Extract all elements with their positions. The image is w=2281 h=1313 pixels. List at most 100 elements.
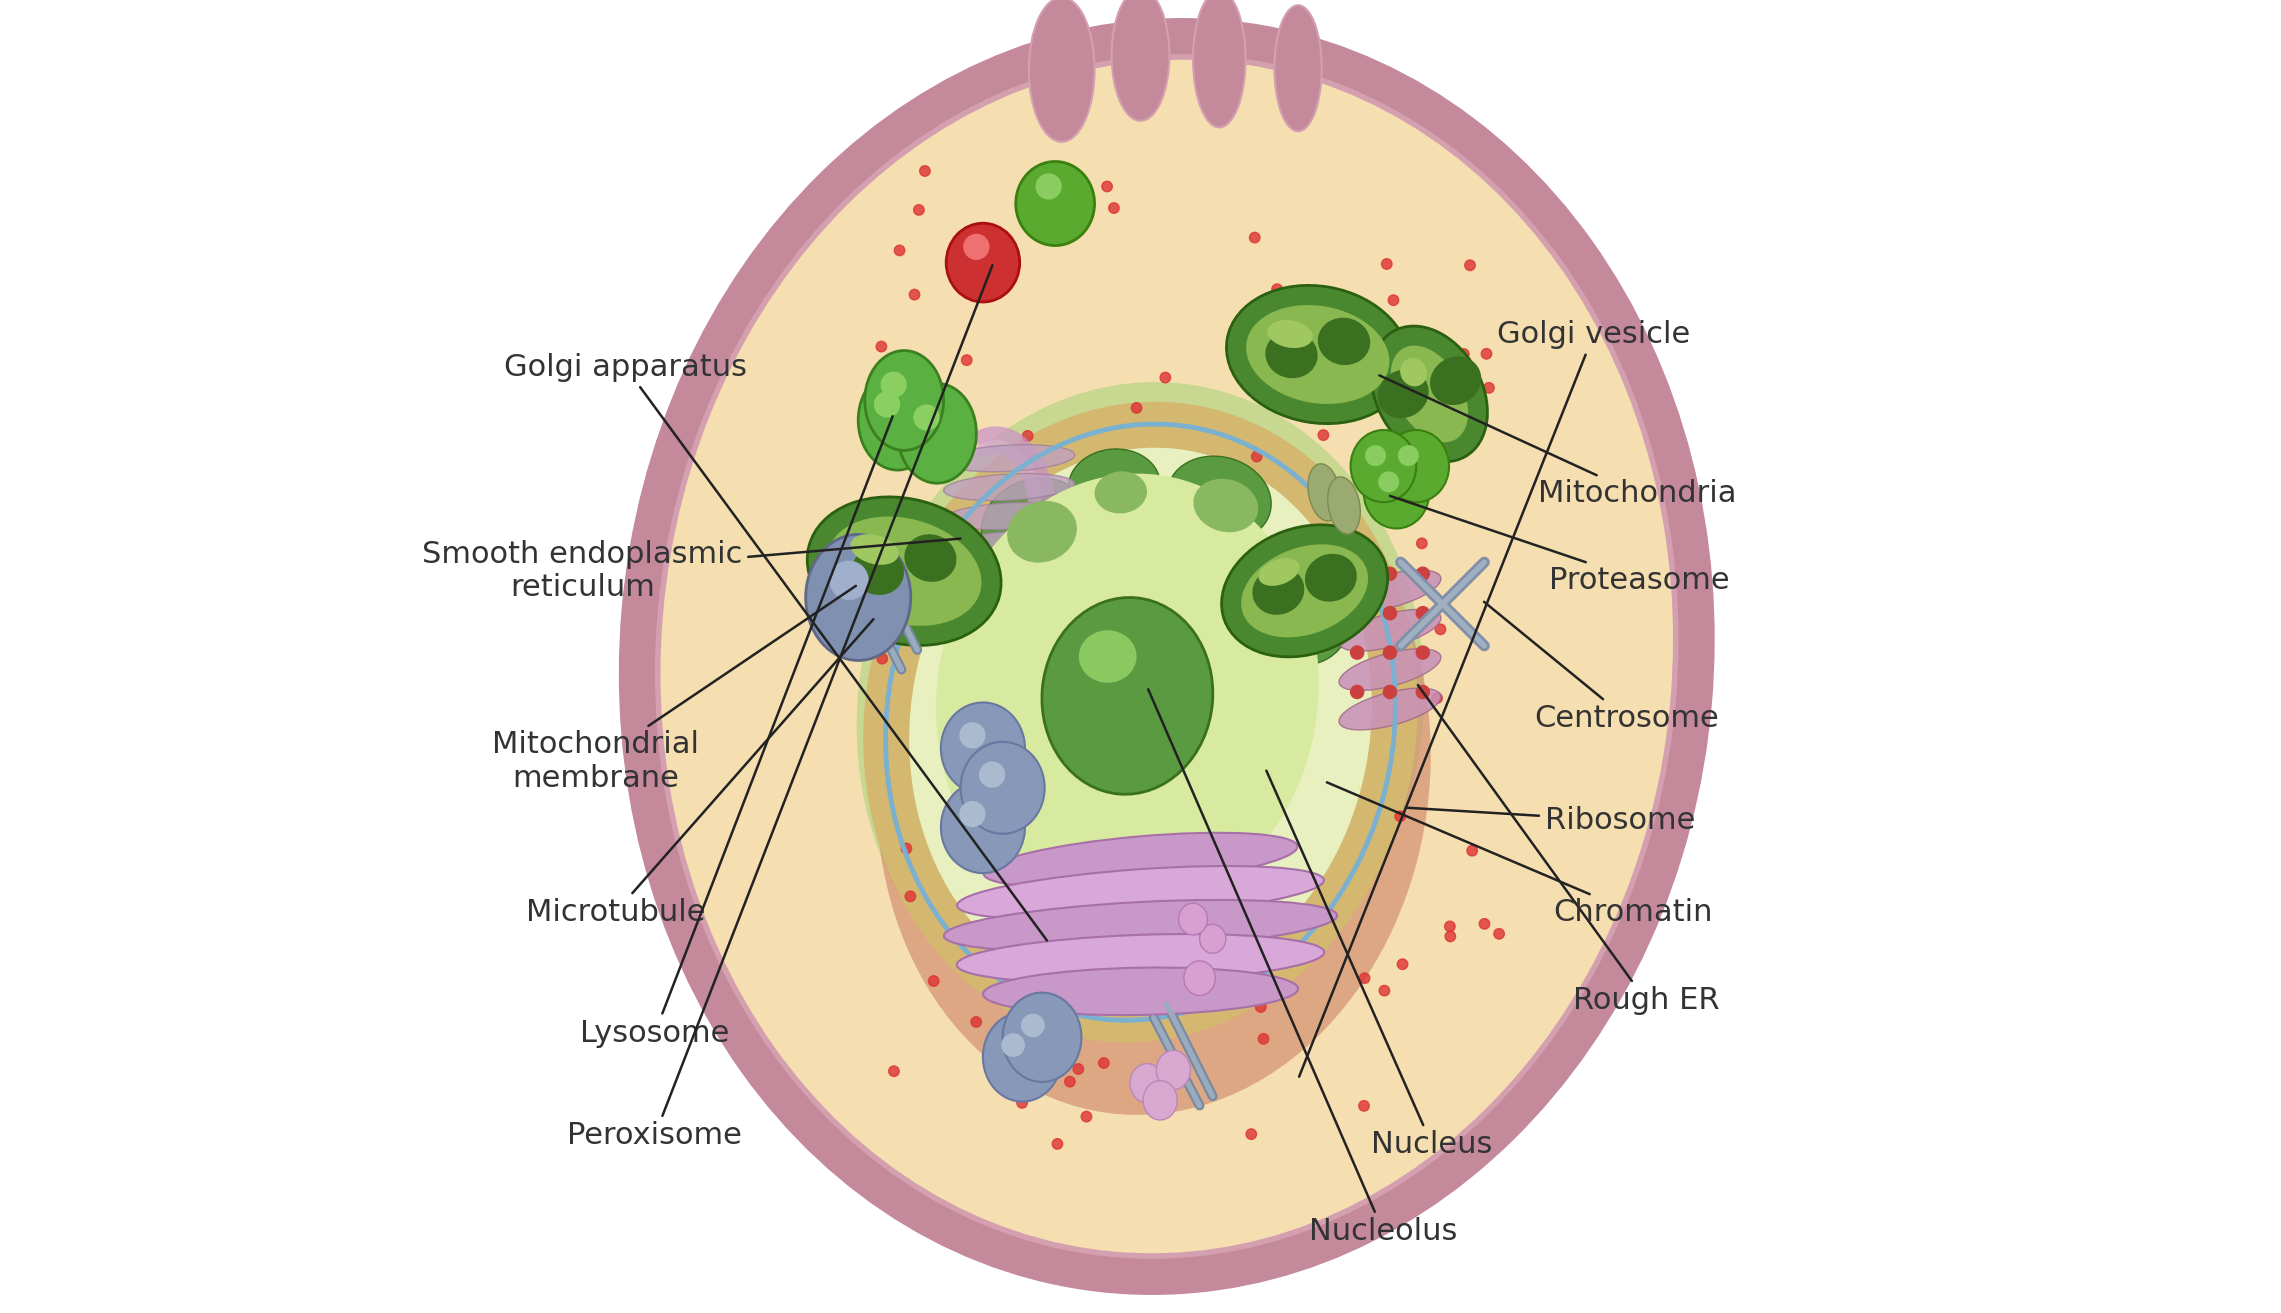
Ellipse shape [912, 404, 940, 431]
Circle shape [1070, 655, 1081, 666]
Circle shape [1065, 1077, 1074, 1087]
Ellipse shape [858, 370, 937, 470]
Ellipse shape [864, 351, 944, 450]
Ellipse shape [944, 474, 1074, 500]
Ellipse shape [1068, 449, 1161, 523]
Text: Nucleolus: Nucleolus [1147, 689, 1458, 1246]
Circle shape [892, 525, 903, 536]
Text: Golgi apparatus: Golgi apparatus [504, 353, 1047, 940]
Ellipse shape [1339, 609, 1442, 651]
Circle shape [1382, 685, 1396, 699]
Ellipse shape [983, 1012, 1061, 1102]
Ellipse shape [1095, 471, 1147, 513]
Circle shape [1382, 259, 1391, 269]
Circle shape [1305, 726, 1314, 737]
Ellipse shape [935, 474, 1318, 918]
Ellipse shape [1241, 545, 1369, 637]
Circle shape [1081, 1111, 1093, 1121]
Circle shape [876, 341, 887, 352]
Ellipse shape [1273, 596, 1348, 664]
Ellipse shape [947, 223, 1020, 302]
Circle shape [1017, 739, 1026, 750]
Circle shape [965, 675, 974, 685]
Circle shape [1417, 567, 1430, 580]
Ellipse shape [1200, 924, 1225, 953]
Circle shape [1068, 843, 1079, 853]
Ellipse shape [1307, 463, 1341, 521]
Ellipse shape [1029, 0, 1095, 142]
Ellipse shape [1378, 369, 1428, 419]
Circle shape [1056, 801, 1068, 811]
Ellipse shape [1268, 320, 1314, 348]
Ellipse shape [1001, 1033, 1024, 1057]
Ellipse shape [1364, 445, 1387, 466]
Circle shape [1257, 662, 1268, 672]
Circle shape [1435, 624, 1446, 634]
Circle shape [1350, 685, 1364, 699]
Ellipse shape [1227, 285, 1410, 424]
Circle shape [1444, 922, 1455, 932]
Ellipse shape [1364, 457, 1430, 529]
Circle shape [1245, 1129, 1257, 1140]
Text: Smooth endoplasmic
reticulum: Smooth endoplasmic reticulum [422, 538, 960, 603]
Circle shape [1382, 607, 1396, 620]
Ellipse shape [1382, 431, 1448, 503]
Circle shape [915, 205, 924, 215]
Ellipse shape [942, 781, 1024, 873]
Ellipse shape [851, 534, 899, 565]
Circle shape [1099, 1058, 1109, 1069]
Circle shape [1350, 646, 1364, 659]
Text: Ribosome: Ribosome [1405, 806, 1695, 835]
Circle shape [988, 989, 997, 999]
Ellipse shape [830, 561, 869, 600]
Ellipse shape [942, 702, 1024, 794]
Ellipse shape [1275, 5, 1321, 131]
Circle shape [876, 654, 887, 664]
Circle shape [1417, 607, 1430, 620]
Ellipse shape [1430, 356, 1480, 406]
Circle shape [949, 670, 960, 680]
Circle shape [1359, 973, 1371, 983]
Circle shape [1494, 928, 1505, 939]
Ellipse shape [1318, 318, 1371, 365]
Circle shape [1022, 431, 1033, 441]
Ellipse shape [805, 534, 910, 660]
Circle shape [919, 165, 931, 176]
Circle shape [1218, 987, 1227, 998]
Ellipse shape [1143, 1081, 1177, 1120]
Circle shape [1446, 931, 1455, 941]
Ellipse shape [1398, 445, 1419, 466]
Ellipse shape [983, 832, 1298, 888]
Circle shape [1359, 1100, 1369, 1111]
Ellipse shape [1305, 554, 1357, 601]
Circle shape [1380, 985, 1389, 995]
Circle shape [1382, 646, 1396, 659]
Ellipse shape [958, 867, 1323, 919]
Text: Centrosome: Centrosome [1485, 601, 1718, 733]
Circle shape [1382, 567, 1396, 580]
Ellipse shape [983, 968, 1298, 1015]
Circle shape [1145, 878, 1156, 889]
Circle shape [1389, 295, 1398, 306]
Ellipse shape [1391, 345, 1469, 442]
Circle shape [1464, 260, 1476, 270]
Circle shape [1200, 457, 1211, 467]
Circle shape [906, 892, 915, 902]
Ellipse shape [944, 532, 1074, 558]
Circle shape [1017, 1098, 1026, 1108]
Ellipse shape [1022, 1014, 1045, 1037]
Circle shape [1359, 671, 1369, 681]
Ellipse shape [858, 382, 1423, 1036]
Circle shape [1417, 685, 1430, 699]
Ellipse shape [1015, 161, 1095, 246]
Ellipse shape [876, 435, 1430, 1115]
Circle shape [1255, 1002, 1266, 1012]
Ellipse shape [910, 448, 1371, 997]
Ellipse shape [969, 500, 1339, 997]
Text: Mitochondria: Mitochondria [1380, 376, 1736, 508]
Circle shape [894, 246, 906, 256]
Ellipse shape [1179, 903, 1207, 935]
Circle shape [1186, 868, 1198, 878]
Ellipse shape [1079, 630, 1136, 683]
Ellipse shape [1339, 688, 1442, 730]
